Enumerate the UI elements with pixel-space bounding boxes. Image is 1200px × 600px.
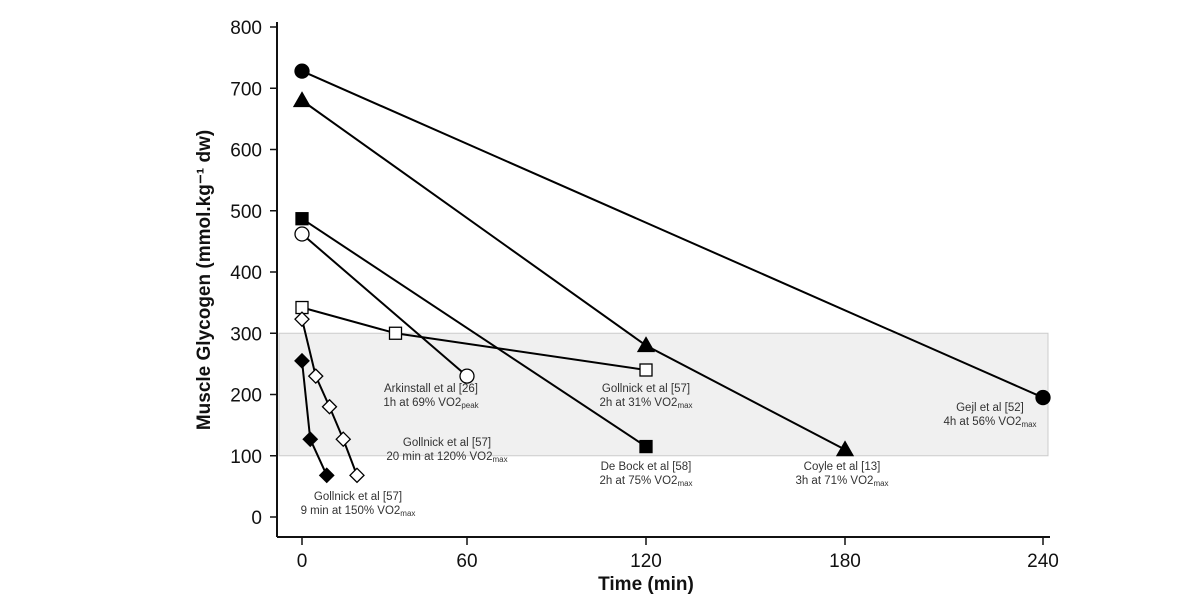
data-point: [294, 311, 310, 328]
series-line: [301, 217, 647, 448]
data-point: [1035, 389, 1051, 406]
y-tick-label: 100: [230, 447, 262, 468]
y-tick-label: 400: [230, 263, 262, 284]
series-annotation: Gollnick et al [57]: [314, 491, 402, 503]
y-tick-label: 800: [230, 18, 262, 39]
series-annotation: Gollnick et al [57]: [403, 437, 491, 449]
x-tick-label: 60: [456, 551, 477, 572]
data-point: [294, 63, 310, 79]
y-tick-label: 300: [230, 324, 262, 345]
x-tick-label: 0: [297, 551, 308, 572]
data-point: [292, 91, 312, 108]
data-point: [388, 326, 403, 340]
series-annotation: Coyle et al [13]: [804, 461, 881, 473]
data-point: [307, 368, 324, 385]
data-point: [302, 431, 319, 448]
data-point: [295, 212, 309, 226]
x-axis-label: Time (min): [598, 574, 694, 595]
y-tick-label: 200: [230, 386, 262, 407]
y-tick-label: 0: [251, 508, 262, 529]
series-line: [301, 233, 468, 377]
data-point: [318, 467, 335, 484]
series-annotation: 2h at 75% VO2max: [599, 475, 692, 488]
series-annotation: Arkinstall et al [26]: [384, 383, 478, 395]
data-point: [321, 398, 338, 415]
data-point: [639, 439, 653, 454]
series-annotation: 20 min at 120% VO2max: [386, 451, 507, 464]
data-point: [294, 352, 310, 369]
data-point: [349, 467, 365, 484]
x-tick-label: 180: [829, 551, 861, 572]
y-axis-label: Muscle Glycogen (mmol.kg⁻¹ dw): [194, 130, 215, 430]
y-tick-label: 600: [230, 141, 262, 162]
series-annotation: 4h at 56% VO2max: [943, 416, 1036, 429]
y-tick-label: 500: [230, 202, 262, 223]
x-tick-label: 120: [630, 551, 662, 572]
series-annotation: 9 min at 150% VO2max: [301, 505, 416, 518]
y-tick-label: 700: [230, 79, 262, 100]
data-point: [636, 336, 656, 353]
series-annotation: Gejl et al [52]: [956, 402, 1024, 414]
data-point: [335, 431, 352, 448]
data-point: [459, 368, 475, 384]
series-annotation: Gollnick et al [57]: [602, 383, 690, 395]
series-annotation: 2h at 31% VO2max: [599, 397, 692, 410]
series-annotation: De Bock et al [58]: [601, 461, 692, 473]
data-point: [835, 440, 855, 457]
data-point: [639, 363, 653, 377]
series-annotation: 3h at 71% VO2max: [795, 475, 888, 488]
data-point: [294, 226, 310, 242]
series-annotation: 1h at 69% VO2peak: [383, 397, 479, 410]
x-tick-label: 240: [1027, 551, 1059, 572]
series-line: [301, 70, 1044, 399]
